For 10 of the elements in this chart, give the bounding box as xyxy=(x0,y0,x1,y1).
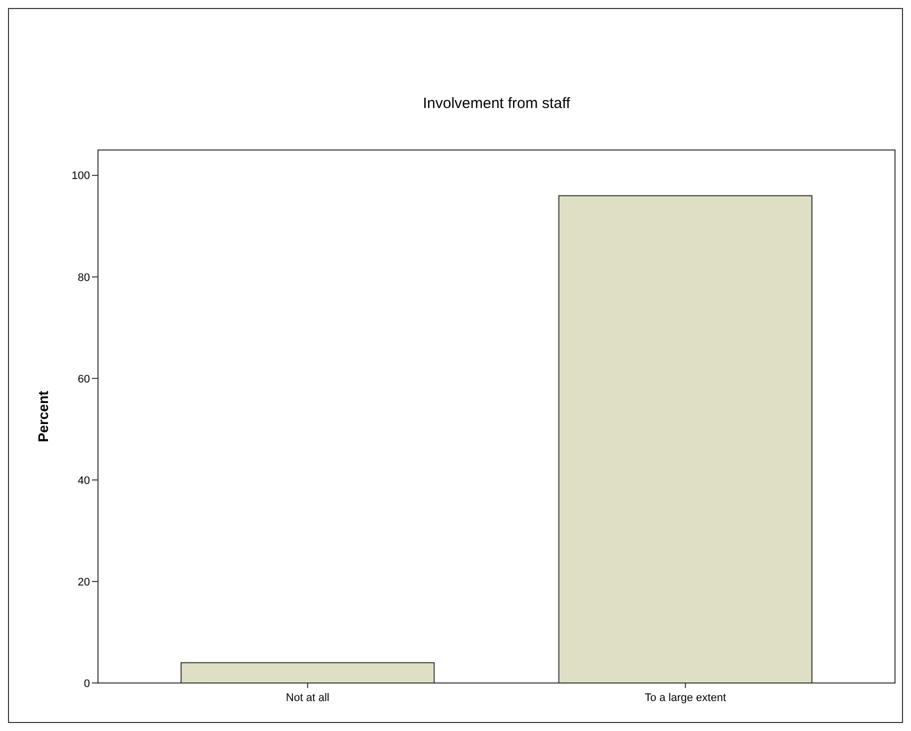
y-tick-label: 0 xyxy=(84,678,90,690)
y-tick-label: 100 xyxy=(72,170,90,182)
x-tick-label: To a large extent xyxy=(644,692,726,704)
y-tick-label: 80 xyxy=(78,272,90,284)
x-tick-label: Not at all xyxy=(286,692,330,704)
chart-title: Involvement from staff xyxy=(422,95,571,112)
y-tick-label: 40 xyxy=(78,474,90,487)
y-tick-label: 20 xyxy=(78,576,90,588)
y-tick-label: 60 xyxy=(78,373,90,386)
y-axis-title: Percent xyxy=(35,390,51,442)
